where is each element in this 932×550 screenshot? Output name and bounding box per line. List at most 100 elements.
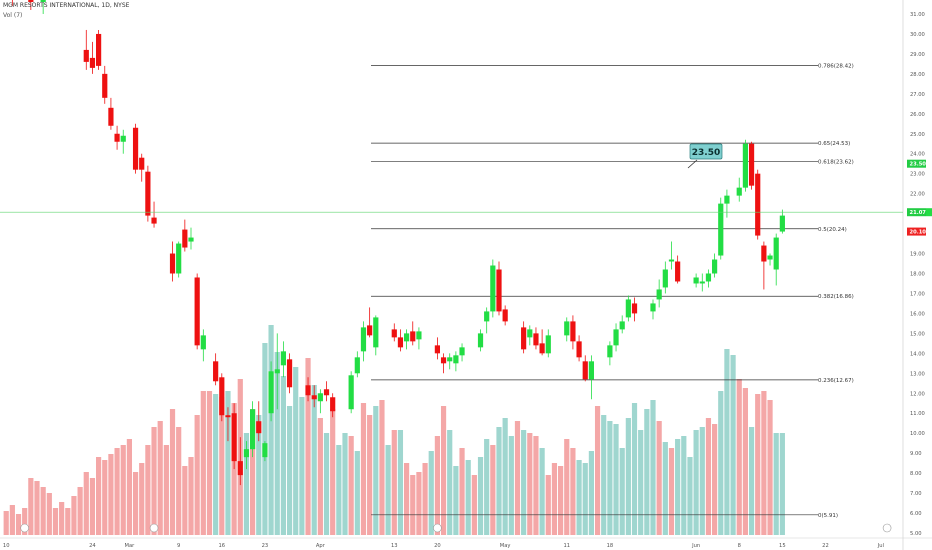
volume-bar: [508, 436, 514, 535]
price-tag-label: 21.07: [910, 210, 927, 216]
candle: [619, 315, 625, 334]
price-tick-label: 14.00: [910, 351, 925, 357]
candle: [317, 389, 323, 414]
candle-body: [188, 237, 194, 242]
candle-body: [151, 217, 157, 224]
price-tick-label: 28.00: [910, 72, 925, 78]
candle: [237, 437, 243, 486]
volume-bar: [108, 454, 114, 535]
candle: [169, 241, 176, 282]
candle: [625, 295, 631, 322]
candle: [570, 315, 576, 350]
volume-bar: [367, 415, 373, 535]
volume-bar: [453, 466, 459, 535]
fib-retracement[interactable]: 0.786(28.42) 0.65(24.53) 0.618(23.62) 0.5(2…: [371, 63, 854, 519]
candle: [675, 255, 681, 284]
candle-body: [656, 289, 662, 300]
price-tick-label: 27.00: [910, 92, 925, 98]
candle-body: [286, 359, 293, 388]
volume-bar: [705, 418, 712, 535]
candle: [286, 353, 293, 394]
volume-bar: [311, 385, 317, 535]
volume-bar: [471, 475, 477, 535]
volume-bar: [114, 448, 120, 535]
candle-body: [447, 357, 453, 362]
candle: [243, 441, 250, 470]
price-tick-label: 9.00: [910, 451, 922, 457]
candle: [705, 269, 712, 288]
candle: [262, 441, 268, 462]
candle-body: [83, 49, 89, 62]
candle-body: [662, 269, 668, 288]
time-tick-label: 16: [218, 543, 225, 549]
candle: [533, 327, 539, 350]
candle-body: [699, 281, 705, 284]
volume-bar: [342, 433, 348, 535]
volume-bar: [274, 352, 280, 535]
candle-body: [120, 135, 126, 142]
volume-bar: [638, 430, 644, 535]
candle-body: [582, 361, 588, 380]
fib-level-label: 0.5(20.24): [818, 227, 847, 233]
volume-bar: [527, 433, 533, 535]
volume-bar: [96, 457, 102, 535]
candle: [564, 317, 570, 342]
candle: [139, 153, 145, 182]
fib-level-label: 0.65(24.53): [818, 141, 850, 147]
candle: [607, 341, 613, 366]
price-tag-bg: [907, 227, 926, 236]
volume-bar: [410, 475, 416, 535]
volume-bar: [391, 430, 397, 535]
volume-bar: [644, 409, 650, 535]
candle-body: [576, 341, 582, 358]
volume-bar: [373, 406, 379, 535]
volume-bar: [607, 421, 613, 535]
volume-bar: [120, 445, 126, 535]
candle: [767, 253, 773, 266]
volume-bar: [533, 436, 539, 535]
volume-bar: [323, 433, 330, 535]
volume-bar: [268, 325, 274, 535]
candle: [613, 323, 619, 352]
price-axis-bg: [903, 0, 932, 550]
time-tick-label: Mar: [125, 543, 136, 549]
volume-bar: [440, 406, 447, 535]
candle-body: [607, 345, 613, 358]
candle-body: [108, 107, 114, 126]
volume-bar: [77, 487, 83, 535]
candle-body: [416, 331, 422, 340]
candle-body: [311, 395, 317, 400]
candle: [132, 123, 139, 174]
candle-body: [650, 303, 656, 312]
time-axis[interactable]: 1024Mar91623Apr1320May1118Jun81522Jul132…: [0, 537, 932, 549]
volume-bar: [336, 445, 342, 535]
candle: [773, 233, 779, 286]
candle-body: [102, 73, 108, 98]
candle-body: [145, 171, 151, 216]
candle-body: [619, 321, 625, 330]
candle: [650, 299, 656, 320]
volume-bar: [40, 487, 46, 535]
volume-bar: [484, 439, 490, 535]
candle-body: [237, 461, 243, 476]
candle-body: [675, 261, 681, 282]
candle-body: [779, 215, 785, 232]
price-tick-label: 19.00: [910, 252, 925, 258]
candle-body: [502, 309, 508, 322]
price-tick-label: 18.00: [910, 271, 925, 277]
candle-body: [564, 321, 570, 336]
volume-bar: [132, 472, 139, 535]
volume-bar: [354, 451, 360, 535]
target-callout-label: 23.50: [692, 148, 720, 158]
candle: [219, 373, 225, 422]
volume-bar: [219, 397, 225, 535]
time-tick-label: 10: [3, 543, 10, 549]
volume-bar: [551, 463, 558, 535]
price-tick-label: 17.00: [910, 291, 925, 297]
price-axis[interactable]: 5.00 6.00 7.00 8.00 9.00 10.00 11.00 12.00 13.00…: [902, 0, 932, 550]
volume-bar: [490, 445, 496, 535]
candle: [354, 351, 360, 378]
overlay-layer: 23.50: [0, 143, 903, 533]
volume-bar: [545, 475, 551, 535]
